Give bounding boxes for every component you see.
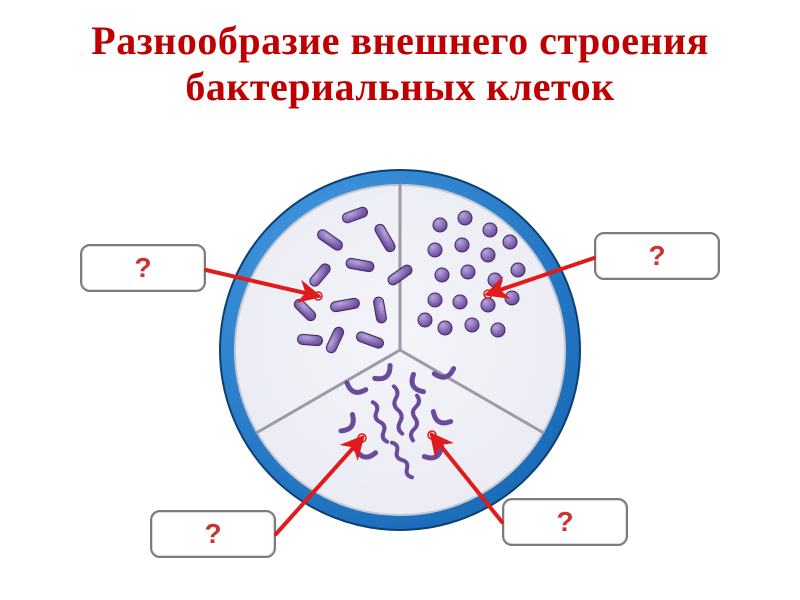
label-box-bottom-left: ? xyxy=(150,510,276,558)
petri-dish-diagram xyxy=(210,160,590,540)
label-box-bottom-right: ? xyxy=(502,498,628,546)
page-title: Разнообразие внешнего строения бактериал… xyxy=(0,0,800,110)
label-text-bottom-right: ? xyxy=(556,506,573,538)
petri-dish-svg xyxy=(210,160,590,540)
label-box-top-left: ? xyxy=(80,244,206,292)
label-box-top-right: ? xyxy=(594,232,720,280)
title-line1: Разнообразие внешнего строения xyxy=(91,18,708,63)
label-text-bottom-left: ? xyxy=(204,518,221,550)
label-text-top-left: ? xyxy=(134,252,151,284)
label-text-top-right: ? xyxy=(648,240,665,272)
title-line2: бактериальных клеток xyxy=(185,64,614,109)
